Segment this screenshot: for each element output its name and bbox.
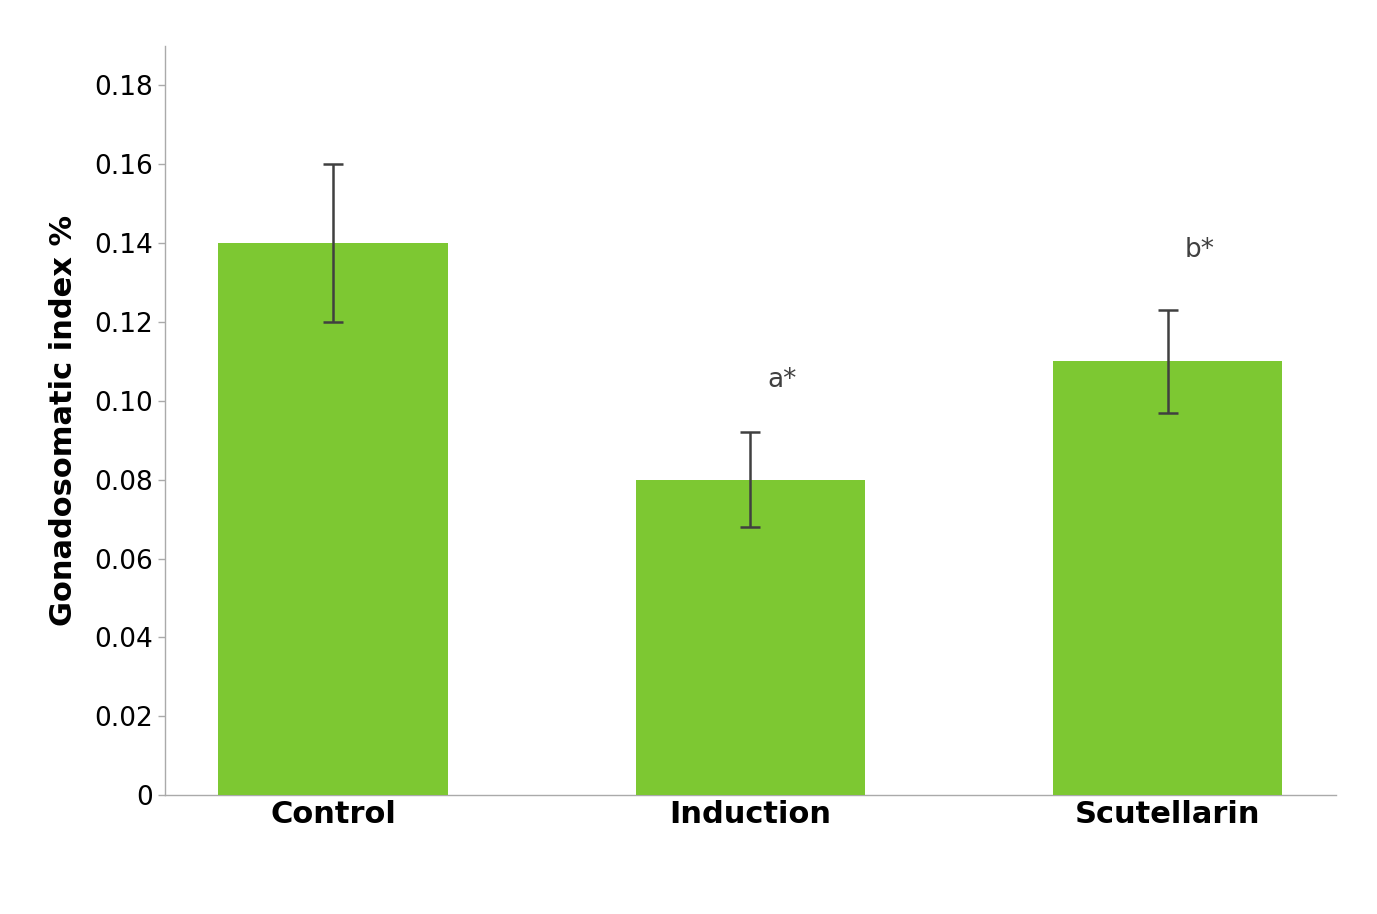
Bar [1053,361,1282,795]
Y-axis label: Gonadosomatic index %: Gonadosomatic index % [50,215,78,626]
Bar [219,243,448,795]
Bar [636,480,865,795]
Text: a*: a* [767,367,796,393]
Text: b*: b* [1184,237,1215,262]
